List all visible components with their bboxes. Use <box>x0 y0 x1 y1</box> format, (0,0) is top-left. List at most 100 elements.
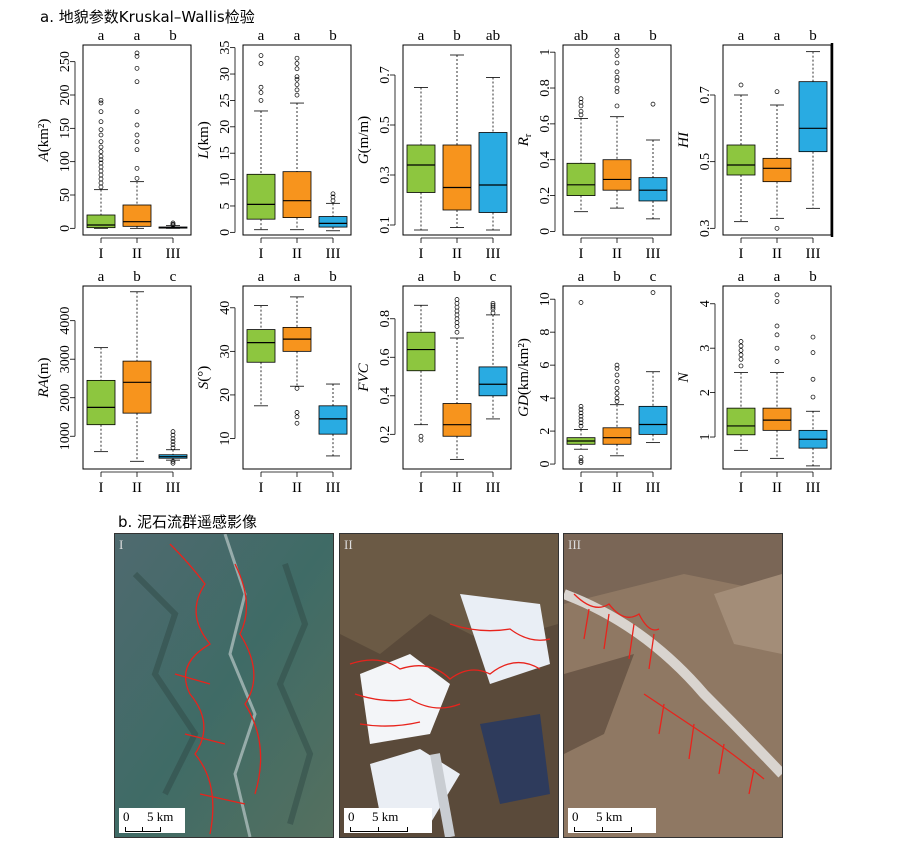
outlier-point <box>170 458 176 464</box>
outlier-point <box>170 445 176 451</box>
box-II <box>762 157 792 183</box>
outlier-point <box>774 345 780 351</box>
outlier-point <box>98 97 104 103</box>
outlier-point <box>578 112 584 118</box>
outlier-point <box>578 108 584 114</box>
significance-letter: a <box>98 28 105 44</box>
y-tick-label: 200 <box>58 85 73 106</box>
x-tick-label: II <box>612 480 622 496</box>
x-tick-label: I <box>739 246 744 262</box>
significance-letter: c <box>650 269 657 285</box>
y-tick-label: 2 <box>538 428 553 435</box>
outlier-point <box>258 98 264 103</box>
outlier-point <box>454 316 460 322</box>
significance-letter: b <box>453 269 461 285</box>
outlier-point <box>294 414 300 420</box>
significance-letter: ab <box>486 28 500 44</box>
box-III <box>318 405 348 435</box>
y-axis-label: Rr <box>516 133 534 147</box>
y-tick-label: 0 <box>218 229 233 236</box>
scale-bar-tick <box>142 827 143 831</box>
outlier-point <box>294 66 300 72</box>
y-tick-label: 50 <box>58 188 73 202</box>
outlier-point <box>134 65 140 71</box>
box-I <box>86 379 116 426</box>
outlier-point <box>614 89 620 94</box>
outlier-point <box>258 84 264 90</box>
terrain-image-i <box>115 534 333 837</box>
y-axis-label: G(m/m) <box>356 116 372 164</box>
significance-letter: b <box>809 28 817 44</box>
outlier-point <box>134 165 140 171</box>
outlier-point <box>650 290 656 295</box>
outlier-point <box>330 191 336 197</box>
x-tick-label: II <box>772 480 782 496</box>
y-tick-label: 0.2 <box>378 426 393 444</box>
y-axis-label: L(km) <box>196 121 212 160</box>
x-tick-label: I <box>99 480 104 496</box>
y-axis-label: GD(km/km²) <box>516 338 532 417</box>
significance-letter: b <box>453 28 461 44</box>
x-tick-label: I <box>419 246 424 262</box>
x-tick-label: II <box>292 246 302 262</box>
box-I <box>566 162 596 196</box>
outlier-point <box>98 180 104 186</box>
significance-letter: a <box>418 269 425 285</box>
outlier-point <box>134 139 140 145</box>
outlier-point <box>258 61 264 66</box>
y-tick-label: 40 <box>218 301 233 315</box>
outlier-point <box>614 366 620 371</box>
significance-letter: b <box>809 269 817 285</box>
box-II <box>282 171 312 218</box>
y-tick-label: 10 <box>538 292 553 306</box>
x-tick-label: II <box>132 480 142 496</box>
image-label-iii: III <box>568 537 581 552</box>
significance-letter: a <box>134 28 141 44</box>
y-tick-label: 0.7 <box>378 66 393 84</box>
section-a-title: a. 地貌参数Kruskal–Wallis检验 <box>40 8 255 26</box>
x-tick-label: I <box>739 480 744 496</box>
outlier-point <box>614 385 620 391</box>
outlier-point <box>98 157 104 163</box>
outlier-point <box>810 394 816 400</box>
outlier-point <box>774 299 780 304</box>
outlier-point <box>134 109 140 115</box>
outlier-point <box>294 92 300 98</box>
y-tick-label: 5 <box>218 202 233 209</box>
outlier-point <box>98 184 104 190</box>
outlier-point <box>98 132 104 138</box>
scale-bar-line <box>574 827 632 832</box>
significance-letter: b <box>329 269 337 285</box>
y-tick-label: 4 <box>538 395 553 402</box>
outlier-point <box>454 329 460 335</box>
significance-letter: b <box>649 28 657 44</box>
x-tick-label: I <box>579 480 584 496</box>
y-axis-label: N <box>676 372 692 384</box>
y-tick-label: 15 <box>218 146 233 160</box>
boxplot-panels: 050100150200250A(km²)aIaIIbIII0510152025… <box>36 28 834 496</box>
significance-letter: ab <box>574 28 588 44</box>
box-II <box>602 159 632 191</box>
y-tick-label: 20 <box>218 120 233 134</box>
outlier-point <box>98 160 104 166</box>
outlier-point <box>98 149 104 155</box>
x-tick-label: III <box>806 246 821 262</box>
box-II <box>122 204 152 227</box>
significance-letter: a <box>738 28 745 44</box>
outlier-point <box>98 109 104 115</box>
box-III <box>318 216 348 228</box>
outlier-point <box>614 372 620 378</box>
y-tick-label: 20 <box>218 388 233 402</box>
x-tick-label: II <box>292 480 302 496</box>
plot-frame <box>402 44 512 236</box>
y-tick-label: 3000 <box>58 345 73 373</box>
scale-bar-ii: 0 5 km <box>344 808 432 833</box>
outlier-point <box>738 343 744 349</box>
outlier-point <box>170 432 176 438</box>
section-b-title: b. 泥石流群遥感影像 <box>118 513 258 531</box>
significance-letter: a <box>738 269 745 285</box>
x-tick-label: III <box>326 480 341 496</box>
significance-letter: c <box>490 269 497 285</box>
y-tick-label: 0 <box>538 461 553 468</box>
outlier-point <box>738 356 744 362</box>
